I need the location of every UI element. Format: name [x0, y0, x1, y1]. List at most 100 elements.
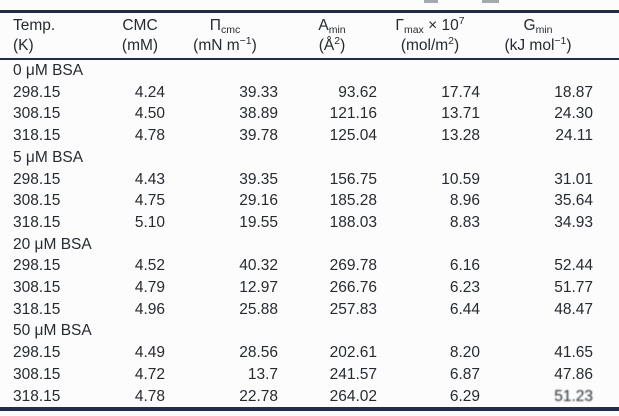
header-label: A	[318, 17, 329, 34]
table-row: 318.15 4.78 22.78 264.02 6.29 51.23	[0, 386, 619, 410]
surfactant-thermodynamics-table: Temp. (K) CMC (mM) Πcmc (mN m−1) Amin (Å2) Γ…	[0, 10, 619, 412]
column-header-temp: Temp. (K)	[0, 12, 115, 60]
cropped-caption-fragment	[482, 0, 499, 3]
cell-g-min: 48.47	[554, 300, 593, 318]
cell-temp: 308.15	[13, 279, 61, 297]
cell-pi-cmc: 13.7	[247, 365, 278, 383]
cell-pi-cmc: 25.88	[239, 300, 278, 318]
cell-a-min: 241.57	[329, 365, 377, 383]
header-unit: (K)	[13, 37, 34, 54]
cell-pi-cmc: 28.56	[239, 344, 278, 362]
spacer	[595, 169, 619, 191]
cell-temp: 318.15	[13, 213, 61, 231]
spacer	[595, 103, 619, 125]
header-label: Γ	[395, 17, 404, 34]
cell-gamma-max: 6.29	[449, 387, 480, 405]
cell-a-min: 121.16	[329, 105, 377, 123]
cell-pi-cmc: 19.55	[239, 213, 278, 231]
spacer	[595, 364, 619, 386]
table-row: 298.15 4.49 28.56 202.61 8.20 41.65	[0, 342, 619, 364]
cell-cmc: 4.52	[134, 257, 165, 275]
spacer	[595, 342, 619, 364]
table-row: 308.15 4.72 13.7 241.57 6.87 47.86	[0, 364, 619, 386]
header-subscript: min	[328, 24, 346, 36]
spacer	[595, 190, 619, 212]
table-row: 318.15 4.96 25.88 257.83 6.44 48.47	[0, 299, 619, 321]
cell-gamma-max: 6.87	[449, 365, 480, 383]
cell-a-min: 269.78	[329, 257, 377, 275]
header-subscript: cmc	[220, 24, 241, 36]
cell-g-min: 35.64	[554, 192, 593, 210]
cell-cmc: 4.79	[134, 279, 165, 297]
table-row: 298.15 4.24 39.33 93.62 17.74 18.87	[0, 82, 619, 104]
section-header-20um-bsa: 20 μM BSA	[0, 234, 619, 256]
cell-g-min: 51.23	[554, 387, 593, 405]
spacer	[595, 386, 619, 410]
cell-temp: 298.15	[13, 83, 61, 101]
header-subscript: min	[535, 24, 553, 36]
cell-gamma-max: 6.23	[449, 279, 480, 297]
cell-temp: 318.15	[13, 387, 61, 405]
cell-pi-cmc: 22.78	[239, 387, 278, 405]
cell-cmc: 4.24	[134, 83, 165, 101]
cell-a-min: 264.02	[329, 387, 377, 405]
header-row: Temp. (K) CMC (mM) Πcmc (mN m−1) Amin (Å2) Γ…	[0, 12, 619, 60]
section-header-5um-bsa: 5 μM BSA	[0, 147, 619, 169]
cell-gamma-max: 13.71	[441, 105, 480, 123]
cell-gamma-max: 6.16	[449, 257, 480, 275]
cell-pi-cmc: 12.97	[239, 279, 278, 297]
cell-pi-cmc: 40.32	[239, 257, 278, 275]
spacer	[595, 12, 619, 60]
cell-cmc: 4.75	[134, 192, 165, 210]
spacer	[595, 212, 619, 234]
header-subscript: max	[403, 24, 424, 36]
cell-a-min: 266.76	[329, 279, 377, 297]
column-header-pi-cmc: Πcmc (mN m−1)	[165, 12, 285, 60]
cell-a-min: 93.62	[338, 83, 377, 101]
cell-g-min: 24.11	[555, 127, 593, 145]
cell-temp: 298.15	[13, 257, 61, 275]
cell-g-min: 51.77	[554, 279, 593, 297]
table-row: 308.15 4.75 29.16 185.28 8.96 35.64	[0, 190, 619, 212]
cell-cmc: 4.49	[134, 344, 165, 362]
header-unit: (kJ mol−1)	[504, 35, 572, 54]
column-header-cmc: CMC (mM)	[115, 12, 165, 60]
section-header-0um-bsa: 0 μM BSA	[0, 59, 619, 82]
table-row: 308.15 4.50 38.89 121.16 13.71 24.30	[0, 103, 619, 125]
column-header-gamma-max: Γmax × 107 (mol/m2)	[395, 15, 465, 54]
column-header-g-min: Gmin (kJ mol−1)	[481, 12, 595, 60]
cell-a-min: 125.04	[329, 127, 377, 145]
table-row: 308.15 4.79 12.97 266.76 6.23 51.77	[0, 277, 619, 299]
cell-gamma-max: 6.44	[449, 300, 480, 318]
header-unit: (mM)	[121, 37, 159, 54]
cell-temp: 298.15	[13, 344, 61, 362]
cell-g-min: 47.86	[554, 365, 593, 383]
table-row: 318.15 4.78 39.78 125.04 13.28 24.11	[0, 125, 619, 147]
section-label: 20 μM BSA	[13, 235, 92, 253]
header-unit: (mN m−1)	[193, 35, 257, 54]
table-row: 298.15 4.43 39.35 156.75 10.59 31.01	[0, 169, 619, 191]
cell-a-min: 156.75	[329, 170, 377, 188]
cell-a-min: 257.83	[329, 300, 377, 318]
cell-gamma-max: 8.83	[449, 213, 480, 231]
cell-a-min: 202.61	[329, 344, 377, 362]
spacer	[595, 125, 619, 147]
header-unit: (mol/m2)	[400, 35, 460, 54]
cell-cmc: 4.96	[134, 300, 165, 318]
cell-cmc: 4.78	[134, 127, 165, 145]
spacer	[595, 255, 619, 277]
cell-g-min: 31.01	[554, 170, 593, 188]
cell-gamma-max: 13.28	[441, 127, 480, 145]
cell-temp: 298.15	[13, 170, 61, 188]
section-header-50um-bsa: 50 μM BSA	[0, 320, 619, 342]
cell-pi-cmc: 39.35	[239, 170, 278, 188]
cell-gamma-max: 8.96	[449, 192, 480, 210]
cell-cmc: 4.50	[134, 105, 165, 123]
cell-pi-cmc: 39.78	[239, 127, 278, 145]
section-label: 5 μM BSA	[13, 148, 84, 166]
column-header-a-min: Amin (Å2)	[285, 12, 379, 60]
spacer	[595, 299, 619, 321]
cell-g-min: 52.44	[554, 257, 593, 275]
cell-temp: 308.15	[13, 105, 61, 123]
